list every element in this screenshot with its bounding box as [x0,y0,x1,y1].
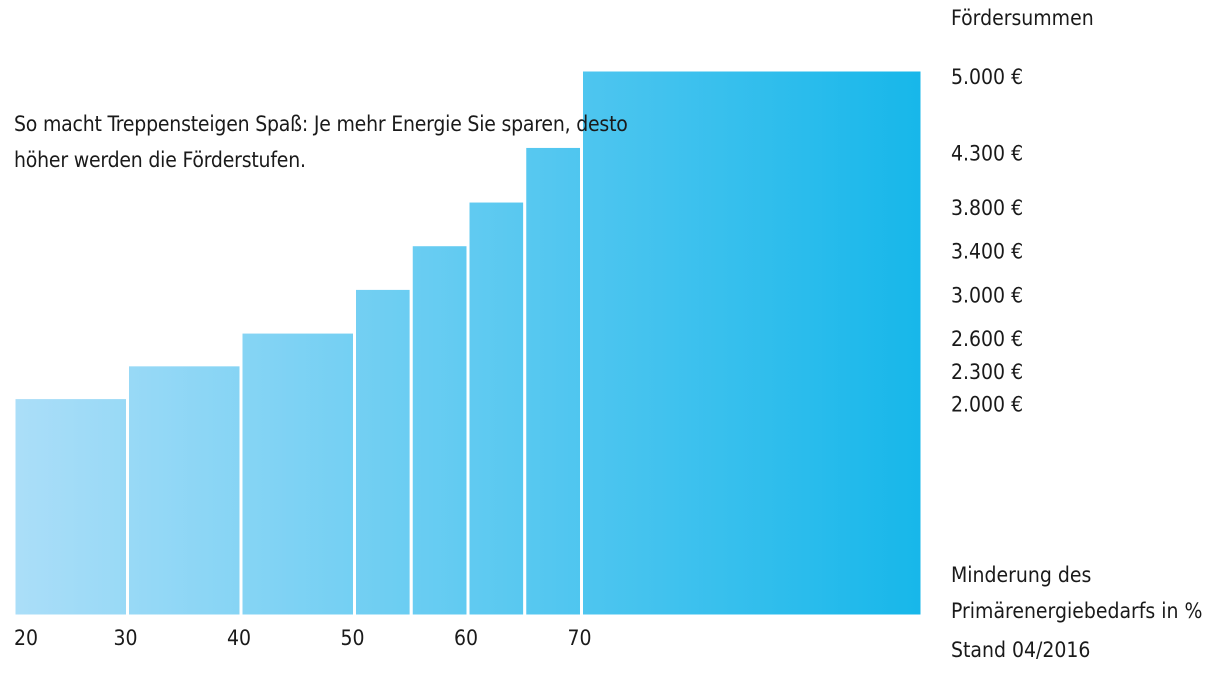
y-value-label: 3.400 € [951,240,1023,264]
status-date-note: Stand 04/2016 [951,638,1091,662]
y-value-labels: 2.000 € 2.300 € 2.600 € 3.000 € 3.400 € 3.800… [951,65,1023,417]
caption-text: So macht Treppensteigen Spaß: Je mehr En… [14,112,628,172]
y-value-label: 2.600 € [951,327,1023,351]
bar-step-8 [580,68,924,618]
y-axis-title: Fördersummen [951,6,1094,30]
bar-step-2 [126,363,243,618]
y-value-label: 5.000 € [951,65,1023,89]
x-axis-title: Minderung des Primärenergiebedarfs in % [951,563,1203,623]
bar-step-1 [12,396,129,618]
x-tick-label: 20 [14,626,38,650]
y-value-label: 2.000 € [951,393,1023,417]
bar-step-3 [239,330,356,618]
y-value-label: 3.000 € [951,283,1023,307]
x-tick-label: 70 [568,626,592,650]
y-value-label: 3.800 € [951,196,1023,220]
x-tick-label: 50 [341,626,365,650]
y-value-label: 2.300 € [951,360,1023,384]
bars-group [12,68,924,618]
bar-step-5 [409,243,470,618]
bar-step-4 [353,286,413,618]
x-tick-label: 30 [114,626,138,650]
x-tick-label: 60 [454,626,478,650]
y-value-label: 4.300 € [951,141,1023,165]
bar-step-7 [523,144,583,618]
bar-step-6 [466,199,527,618]
x-tick-labels: 20 30 40 50 60 70 [14,626,592,650]
x-tick-label: 40 [227,626,251,650]
